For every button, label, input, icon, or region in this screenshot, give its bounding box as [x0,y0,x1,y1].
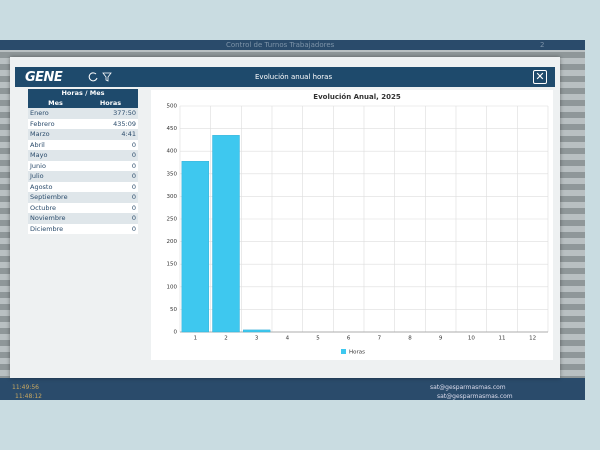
month-cell: Noviembre [30,214,66,222]
app-title: Control de Turnos Trabajadores [226,41,335,49]
table-row: Abril 0 [28,139,138,150]
hours-cell: 0 [131,214,136,222]
month-cell: Diciembre [30,224,64,233]
y-tick-label: 100 [167,284,178,290]
table-row: Enero 377:50 [28,108,138,119]
month-cell: Julio [30,172,44,180]
close-button[interactable]: ✕ [533,70,547,84]
table-title: Horas / Mes [28,89,138,99]
column-header: Mes [48,98,63,107]
hours-cell: 0 [131,151,136,159]
table-row: Noviembre 0 [28,213,138,224]
legend-label: Horas [349,350,365,356]
table-row: Junio 0 [28,160,138,171]
hours-cell: 0 [131,140,136,149]
x-tick-label: 5 [316,336,320,342]
chart-panel: Evolución Anual, 2025 0 50 100 150 200 250 300… [151,90,553,360]
chart: Evolución Anual, 2025 0 50 100 150 200 250 300… [167,93,549,356]
bar [181,161,210,333]
hours-cell: 0 [131,203,136,212]
table-header: Mes Horas [28,98,138,108]
x-tick-label: 7 [378,336,382,342]
x-tick-label: 12 [529,336,536,342]
y-tick-label: 50 [170,307,177,313]
chart-title: Evolución Anual, 2025 [313,93,401,101]
bar [242,329,271,333]
month-cell: Marzo [30,130,50,138]
month-cell: Septiembre [30,193,68,201]
x-tick-label: 4 [286,336,290,342]
y-tick-label: 250 [167,217,178,223]
email: sat@gesparmasmas.com [437,393,513,400]
x-tick-label: 11 [499,336,506,342]
x-tick-label: 1 [194,336,198,342]
month-cell: Mayo [30,151,48,159]
y-tick-label: 0 [174,330,178,336]
table-body: Enero 377:50 Febrero 435:09 Marzo 4:41 Abril 0 M… [28,108,138,234]
y-tick-label: 400 [167,149,178,155]
table-row: Julio 0 [28,171,138,182]
y-tick-label: 450 [167,126,178,132]
table-row: Febrero 435:09 [28,118,138,129]
hours-cell: 0 [131,182,136,191]
hours-cell: 4:41 [121,130,136,138]
y-tick-label: 200 [167,239,178,245]
month-cell: Agosto [30,182,53,191]
app-badge: 2 [540,41,545,49]
app-footer: 11:49:56 11:48:12 sat@gesparmasmas.com s… [0,378,585,400]
email: sat@gesparmasmas.com [430,384,506,391]
hours-table: Horas / Mes Mes Horas Enero 377:50 Febrero… [28,89,138,234]
table-row: Mayo 0 [28,150,138,161]
time: 11:48:12 [15,393,42,400]
x-tick-label: 10 [468,336,475,342]
month-cell: Febrero [30,119,55,128]
y-tick-label: 300 [167,194,178,200]
y-tick-label: 150 [167,262,178,268]
y-tick-label: 500 [167,104,178,110]
table-row: Septiembre 0 [28,192,138,203]
bar [212,135,240,333]
table-row: Octubre 0 [28,202,138,213]
logo: GENE [25,70,63,85]
table-row: Marzo 4:41 [28,129,138,140]
legend-swatch [341,349,346,354]
hours-cell: 0 [131,224,136,233]
y-tick-label: 350 [167,171,178,177]
month-cell: Junio [30,161,46,170]
x-tick-label: 3 [255,336,259,342]
modal-title: Evolución anual horas [255,73,333,81]
hours-cell: 377:50 [113,109,136,117]
table-row: Agosto 0 [28,181,138,192]
time: 11:49:56 [12,384,39,391]
x-tick-label: 8 [408,336,412,342]
hours-cell: 435:09 [113,119,136,128]
modal-header: GENE Evolución anual horas ✕ [15,67,555,87]
toolbar-icons[interactable] [87,71,117,83]
table-row: Diciembre 0 [28,223,138,234]
month-cell: Octubre [30,203,57,212]
x-tick-label: 9 [439,336,443,342]
hours-cell: 0 [131,161,136,170]
app-header: Control de Turnos Trabajadores 2 [0,40,585,50]
x-tick-label: 6 [347,336,351,342]
hours-cell: 0 [131,193,136,201]
x-tick-label: 2 [224,336,228,342]
hours-cell: 0 [131,172,136,180]
column-header: Horas [99,98,122,107]
month-cell: Abril [30,140,45,149]
month-cell: Enero [30,109,49,117]
